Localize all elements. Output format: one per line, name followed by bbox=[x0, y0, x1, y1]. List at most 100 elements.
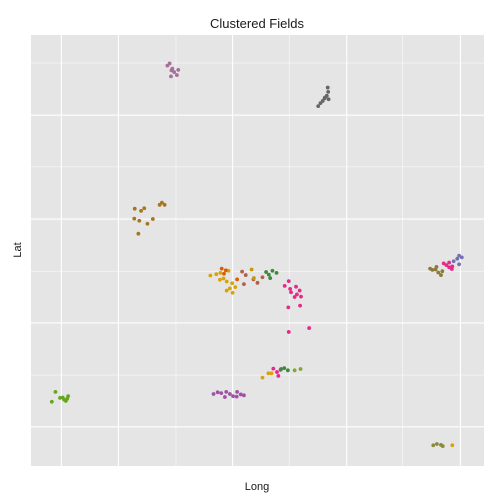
data-point bbox=[260, 375, 265, 380]
data-point bbox=[271, 366, 276, 371]
data-point bbox=[219, 266, 224, 271]
data-point bbox=[430, 267, 435, 272]
data-point bbox=[434, 442, 439, 446]
data-point bbox=[218, 271, 223, 275]
data-point bbox=[449, 267, 454, 271]
data-point bbox=[282, 283, 287, 288]
data-point bbox=[223, 268, 228, 273]
gridlines bbox=[31, 35, 484, 466]
data-point bbox=[266, 371, 271, 376]
data-point bbox=[139, 208, 143, 213]
data-point bbox=[214, 272, 219, 277]
data-point bbox=[264, 270, 269, 274]
data-point bbox=[231, 394, 235, 399]
data-point bbox=[439, 273, 443, 277]
data-point bbox=[145, 221, 150, 226]
data-point bbox=[230, 281, 235, 286]
data-point bbox=[249, 267, 254, 272]
data-point bbox=[298, 367, 303, 371]
data-point bbox=[160, 200, 164, 205]
data-point bbox=[441, 261, 446, 266]
data-point bbox=[323, 95, 327, 100]
data-point bbox=[307, 326, 312, 330]
data-point bbox=[270, 268, 275, 273]
data-point bbox=[167, 61, 172, 66]
plot-panel bbox=[31, 35, 484, 466]
data-point bbox=[227, 392, 232, 396]
data-point bbox=[282, 366, 287, 371]
data-point bbox=[292, 368, 297, 373]
data-point bbox=[440, 444, 445, 449]
data-point bbox=[60, 395, 65, 400]
data-point bbox=[162, 202, 167, 207]
data-point bbox=[49, 399, 54, 404]
data-point bbox=[132, 206, 137, 211]
data-point bbox=[288, 286, 293, 291]
data-point bbox=[174, 73, 179, 77]
data-point bbox=[269, 371, 274, 376]
data-point bbox=[172, 70, 177, 74]
data-point bbox=[142, 206, 147, 211]
data-point bbox=[233, 285, 238, 290]
x-axis-label: Long bbox=[245, 481, 269, 493]
data-point bbox=[222, 395, 227, 399]
data-point bbox=[294, 284, 298, 289]
data-point bbox=[286, 330, 291, 334]
data-point bbox=[326, 89, 331, 94]
data-point bbox=[325, 85, 330, 90]
y-axis-label: Lat bbox=[12, 242, 24, 257]
data-point bbox=[459, 255, 464, 260]
data-point bbox=[436, 270, 441, 275]
data-point bbox=[276, 374, 281, 378]
data-point bbox=[316, 104, 321, 109]
data-point bbox=[295, 292, 299, 297]
chart-title: Clustered Fields bbox=[210, 16, 304, 31]
data-point bbox=[274, 271, 279, 275]
data-point bbox=[136, 231, 141, 236]
data-point bbox=[251, 276, 256, 280]
data-point bbox=[208, 273, 213, 278]
data-point bbox=[447, 265, 452, 270]
data-point bbox=[286, 279, 291, 284]
data-point bbox=[260, 275, 265, 280]
data-point bbox=[444, 263, 449, 268]
data-points bbox=[49, 61, 464, 449]
data-point bbox=[266, 272, 271, 277]
data-point bbox=[279, 367, 283, 371]
data-point bbox=[234, 394, 239, 399]
data-point bbox=[440, 269, 445, 274]
data-point bbox=[289, 290, 293, 295]
data-point bbox=[242, 282, 246, 287]
data-point bbox=[447, 260, 452, 265]
data-point bbox=[230, 290, 235, 295]
data-point bbox=[299, 294, 303, 299]
data-point bbox=[150, 217, 155, 221]
data-point bbox=[286, 305, 291, 310]
data-point bbox=[275, 370, 279, 374]
data-point bbox=[450, 443, 455, 448]
data-point bbox=[137, 218, 142, 223]
data-point bbox=[63, 399, 68, 403]
data-point bbox=[238, 392, 243, 397]
data-point bbox=[169, 68, 174, 73]
data-point bbox=[455, 256, 460, 261]
data-point bbox=[224, 389, 229, 394]
data-point bbox=[211, 392, 216, 396]
data-point bbox=[242, 393, 246, 398]
data-point bbox=[176, 68, 181, 72]
data-point bbox=[227, 286, 232, 291]
data-point bbox=[224, 288, 229, 293]
data-point bbox=[451, 259, 456, 264]
data-point bbox=[235, 277, 240, 282]
data-point bbox=[297, 288, 302, 293]
data-point bbox=[132, 216, 137, 221]
data-point bbox=[235, 389, 240, 394]
data-point bbox=[433, 267, 438, 272]
data-point bbox=[222, 271, 226, 276]
data-point bbox=[255, 280, 260, 285]
data-point bbox=[326, 97, 331, 102]
data-point bbox=[224, 279, 229, 284]
data-point bbox=[215, 390, 220, 395]
data-point bbox=[219, 391, 224, 396]
data-point bbox=[457, 262, 461, 267]
